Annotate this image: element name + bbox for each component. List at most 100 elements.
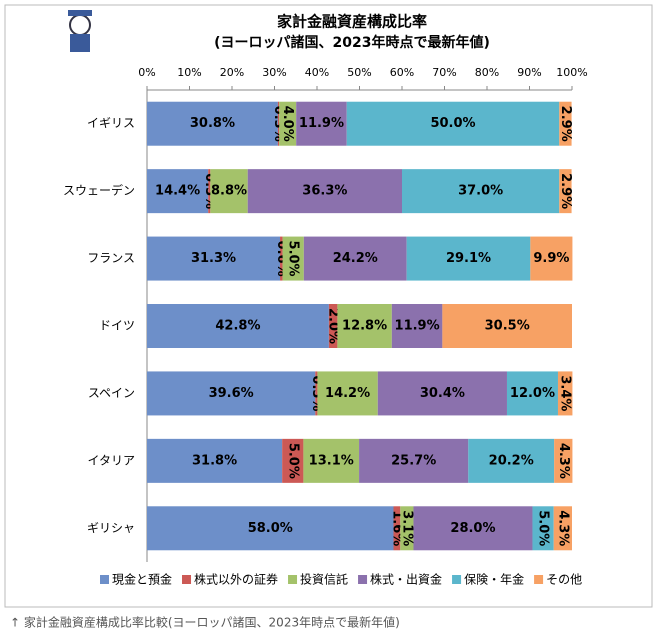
value-label: 30.4% [420, 386, 465, 401]
bar-segment [147, 304, 329, 348]
x-tick-label: 40% [305, 66, 329, 79]
bar-segment [317, 371, 378, 416]
x-tick-label: 70% [432, 66, 456, 79]
caption: ↑ 家計金融資産構成比率比較(ヨーロッパ諸国、2023年時点で最新年値) [10, 615, 400, 630]
bar-segment [147, 101, 278, 146]
bar-segment [147, 169, 209, 214]
y-tick-label: イギリス [87, 116, 135, 130]
value-label: 11.9% [395, 319, 440, 334]
bar-segment [328, 304, 338, 348]
value-label: 4.3% [555, 510, 570, 546]
value-label: 9.9% [533, 251, 569, 266]
x-tick-label: 0% [138, 66, 155, 79]
value-label: 4.3% [556, 443, 571, 479]
value-label: 14.2% [325, 386, 370, 401]
bar-segment [147, 506, 394, 551]
legend-swatch [452, 575, 462, 584]
bar-segment [147, 236, 281, 281]
bar-segment [147, 438, 283, 483]
bar-segment [282, 438, 304, 483]
value-label: 25.7% [391, 453, 436, 468]
bar-segment [315, 371, 318, 416]
value-label: 11.9% [299, 116, 344, 131]
bar-segment [303, 438, 360, 483]
bar-segment [557, 371, 573, 416]
bar-segment [554, 438, 573, 483]
x-tick-label: 50% [347, 66, 371, 79]
value-label: 20.2% [489, 453, 534, 468]
bar-segment [413, 506, 533, 551]
legend-label: 株式以外の証券 [194, 572, 278, 587]
bar-segment [468, 438, 555, 483]
value-label: 29.1% [446, 251, 491, 266]
x-tick-label: 60% [390, 66, 414, 79]
y-tick-label: フランス [87, 251, 135, 265]
bar-segment [277, 101, 280, 146]
bar-segment [346, 101, 560, 146]
y-tick-label: ドイツ [99, 319, 135, 333]
bar-segment [506, 371, 558, 416]
x-tick-label: 30% [262, 66, 286, 79]
value-label: 31.3% [191, 251, 236, 266]
legend-label: 株式・出資金 [370, 572, 442, 587]
bar-segment [406, 236, 531, 281]
bar-segment [402, 169, 560, 214]
x-tick-label: 10% [177, 66, 201, 79]
chart-subtitle: (ヨーロッパ諸国、2023年時点で最新年値) [214, 34, 490, 51]
y-tick-label: ギリシャ [87, 521, 135, 535]
value-label: 2.9% [558, 173, 573, 209]
value-label: 5.0% [286, 241, 301, 277]
value-label: 3.1% [399, 510, 414, 546]
value-label: 37.0% [458, 184, 503, 199]
value-label: 2.0% [326, 308, 341, 344]
legend-swatch [358, 575, 368, 584]
bar-segment [247, 169, 402, 214]
value-label: 58.0% [248, 521, 293, 536]
legend-swatch [100, 575, 109, 584]
bar-segment [337, 304, 392, 348]
bar-segment [282, 236, 304, 281]
value-label: 14.4% [155, 184, 200, 199]
value-label: 24.2% [333, 251, 378, 266]
bar-segment [532, 506, 554, 551]
bar-segment [553, 506, 572, 551]
bar-segment [377, 371, 507, 416]
bar-segment [147, 371, 316, 416]
value-label: 13.1% [309, 453, 354, 468]
value-label: 8.8% [211, 184, 247, 199]
x-tick-label: 90% [517, 66, 541, 79]
value-label: 12.8% [342, 319, 387, 334]
bar-segment [559, 101, 572, 146]
bar-segment [400, 506, 414, 551]
bar-segment [393, 506, 401, 551]
x-tick-label: 100% [556, 66, 587, 79]
legend-swatch [534, 575, 544, 584]
legend-swatch [288, 575, 298, 584]
legend-label: 投資信託 [300, 572, 348, 587]
value-label: 5.0% [536, 510, 551, 546]
bar-segment [279, 101, 297, 146]
legend-label: 保険・年金 [464, 572, 524, 587]
value-label: 39.6% [209, 386, 254, 401]
bar-segment [208, 169, 211, 214]
value-label: 30.8% [190, 116, 235, 131]
value-label: 2.9% [558, 106, 573, 142]
bar-segment [530, 236, 573, 281]
value-label: 5.0% [285, 443, 300, 479]
mascot-icon [68, 10, 92, 52]
bar-segment [210, 169, 248, 214]
value-label: 12.0% [510, 386, 555, 401]
bar-segment [280, 236, 283, 281]
value-label: 42.8% [215, 319, 260, 334]
value-label: 3.4% [558, 375, 573, 411]
bar-segment [359, 438, 469, 483]
bar-segment [559, 169, 572, 214]
value-label: 30.5% [485, 319, 530, 334]
value-label: 31.8% [192, 453, 237, 468]
legend-swatch [182, 575, 192, 584]
y-tick-label: イタリア [87, 453, 135, 467]
bar-segment [391, 304, 443, 348]
legend-label: その他 [546, 573, 582, 587]
